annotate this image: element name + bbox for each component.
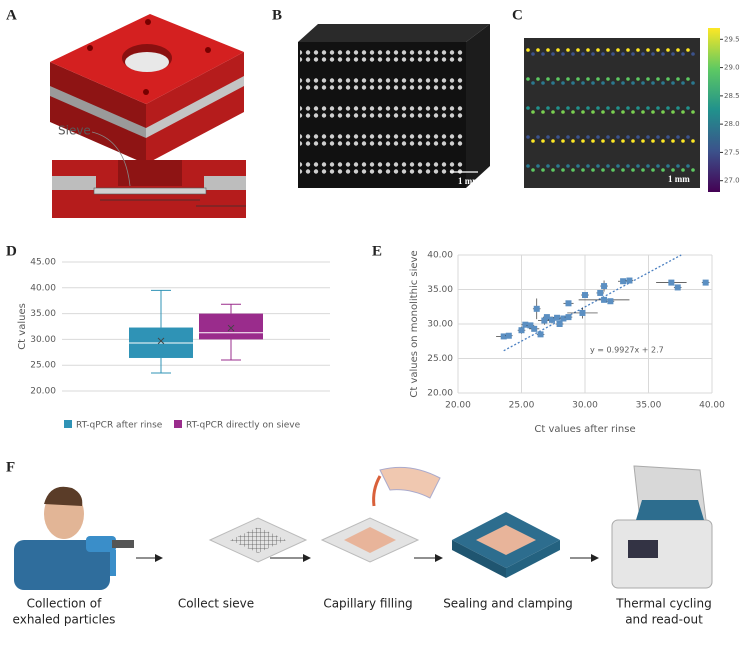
step-label: and read-out	[625, 613, 703, 627]
panel-label: A	[6, 7, 17, 23]
y-tick-label: 40.00	[30, 283, 56, 293]
y-axis-label: Ct values	[17, 303, 28, 350]
annotation: Sieve	[58, 124, 91, 138]
legend-label: RT-qPCR after rinse	[76, 421, 163, 431]
panel-label: C	[512, 7, 523, 23]
mean-marker	[227, 324, 235, 332]
point	[565, 314, 572, 321]
y-tick-label: 25.00	[30, 361, 56, 371]
step-label: Sealing and clamping	[443, 597, 573, 611]
point	[620, 278, 627, 285]
y-tick-label: 30.00	[427, 320, 453, 330]
x-axis-label: Ct values after rinse	[534, 424, 635, 435]
point	[548, 316, 555, 323]
legend-swatch	[174, 420, 182, 428]
point	[554, 314, 561, 321]
point	[522, 321, 529, 328]
box	[199, 313, 263, 340]
panel-label: D	[6, 243, 17, 259]
sieve-render	[298, 24, 490, 188]
y-tick-label: 20.00	[30, 387, 56, 397]
point	[702, 279, 709, 286]
y-tick-label: 40.00	[427, 251, 453, 261]
colorbar-tick-label: 27.0	[724, 177, 740, 185]
legend-swatch	[64, 420, 72, 428]
colorbar-tick-label: 29.5	[724, 35, 740, 43]
point	[560, 315, 567, 322]
point	[505, 332, 512, 339]
x-tick-label: 20.00	[445, 401, 471, 411]
point	[565, 300, 572, 307]
point	[579, 309, 586, 316]
point	[531, 325, 538, 332]
step-label: Thermal cycling	[615, 597, 711, 611]
point	[607, 298, 614, 305]
y-tick-label: 25.00	[427, 354, 453, 364]
x-tick-label: 35.00	[636, 401, 662, 411]
panel-label: F	[6, 459, 15, 475]
step-label: Collect sieve	[178, 597, 254, 611]
point	[537, 331, 544, 338]
point	[500, 333, 507, 340]
step-label: exhaled particles	[13, 613, 116, 627]
legend-label: RT-qPCR directly on sieve	[186, 421, 301, 431]
step-label: Collection of	[27, 597, 103, 611]
y-tick-label: 35.00	[30, 309, 56, 319]
point	[543, 314, 550, 321]
x-tick-label: 25.00	[509, 401, 535, 411]
colorbar-tick-label: 29.0	[724, 64, 740, 72]
x-tick-label: 30.00	[572, 401, 598, 411]
point	[556, 321, 563, 327]
colorbar-tick-label: 28.0	[724, 120, 740, 128]
point	[601, 283, 608, 290]
point	[533, 305, 540, 312]
step-label: Capillary filling	[323, 597, 412, 611]
y-tick-label: 20.00	[427, 389, 453, 399]
point	[597, 289, 604, 296]
point	[601, 296, 608, 303]
colorbar-tick-label: 27.5	[724, 148, 740, 156]
point	[541, 317, 548, 324]
point	[668, 279, 675, 286]
workflow-illustration	[14, 465, 713, 590]
trendline-equation: y = 0.9927x + 2.7	[590, 346, 664, 355]
annotation-line	[91, 131, 131, 187]
device-illustration	[50, 14, 246, 218]
point	[527, 322, 534, 329]
y-tick-label: 45.00	[30, 258, 56, 268]
y-tick-label: 35.00	[427, 285, 453, 295]
point	[674, 284, 681, 291]
panel-label: E	[372, 243, 382, 259]
colorbar	[708, 28, 720, 192]
panel-label: B	[272, 7, 282, 23]
mean-marker	[157, 337, 165, 345]
scale-bar: 1 mm	[668, 174, 690, 184]
trendline	[503, 254, 682, 352]
point	[582, 292, 588, 299]
point	[626, 277, 633, 284]
colorbar-tick-label: 28.5	[724, 92, 740, 100]
x-tick-label: 40.00	[699, 401, 725, 411]
y-axis-label: Ct values on monolithic sieve	[409, 250, 420, 397]
y-tick-label: 30.00	[30, 335, 56, 345]
scale-bar: 1 mm	[458, 176, 480, 186]
point	[518, 327, 525, 334]
fluorescence-image	[524, 38, 700, 188]
